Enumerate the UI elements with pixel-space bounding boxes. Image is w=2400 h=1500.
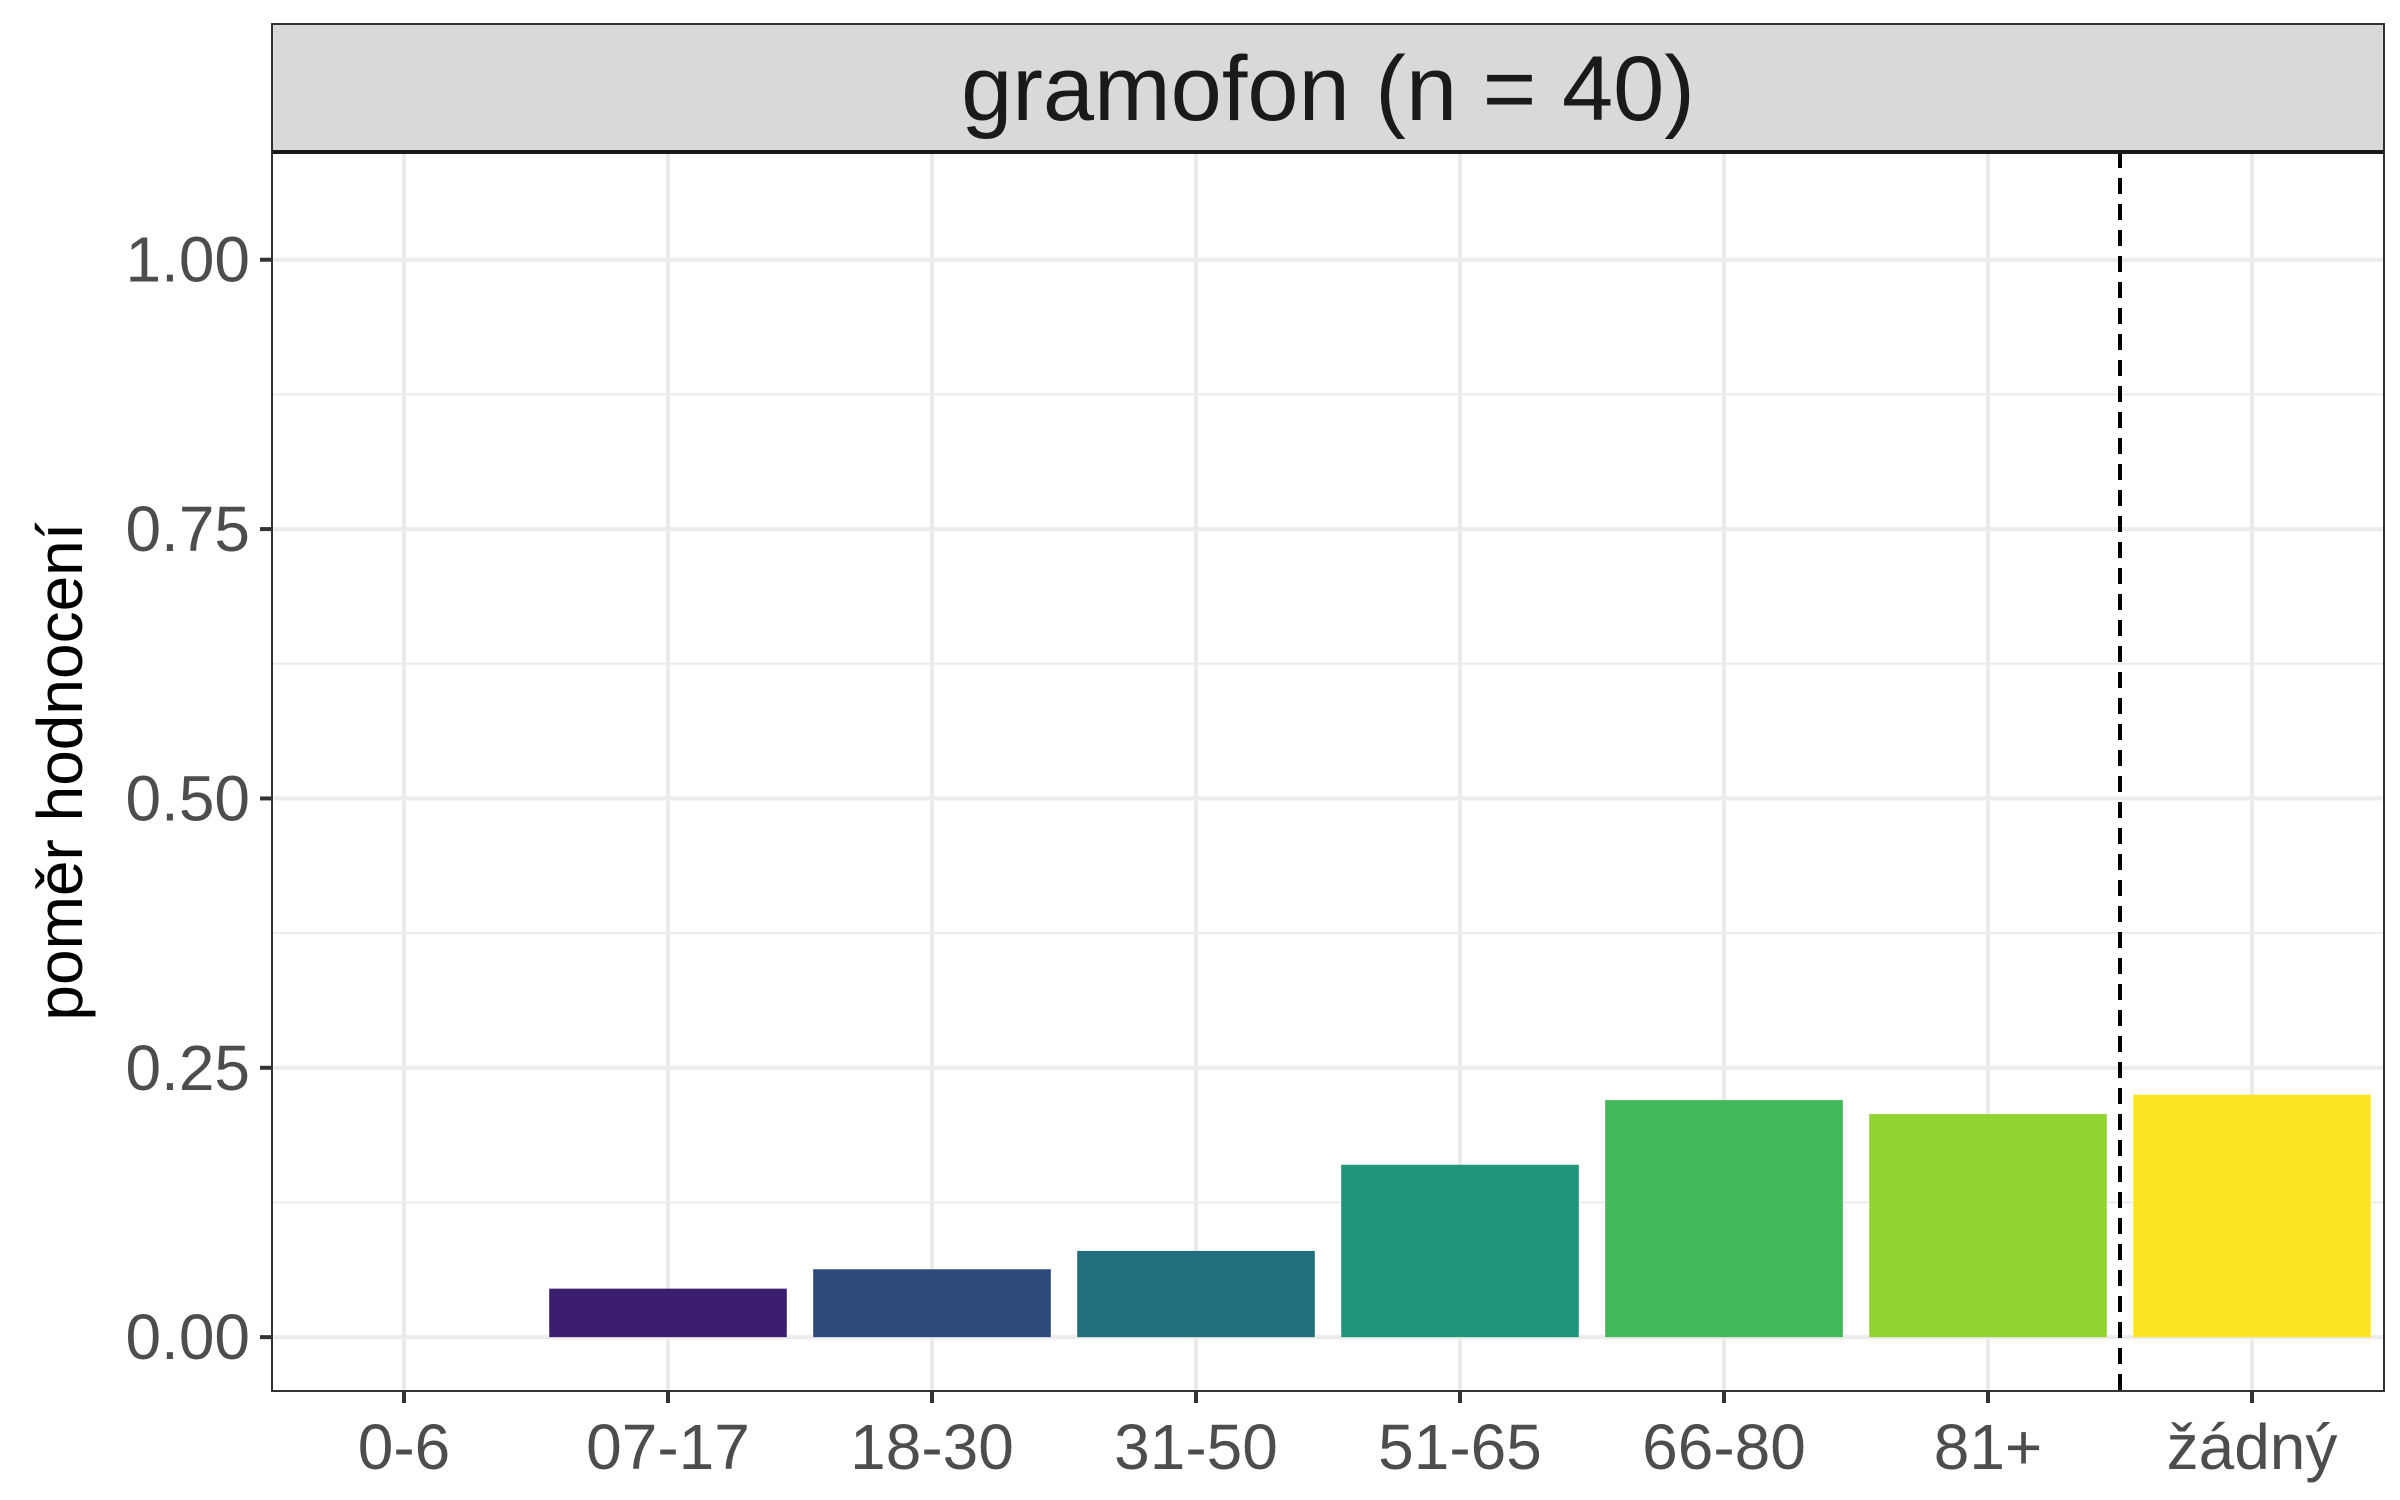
- bars: [549, 1094, 2371, 1338]
- y-tick-label: 0.75: [125, 493, 250, 565]
- x-tick-label: 18-30: [850, 1411, 1014, 1483]
- x-tick-label: žádný: [2167, 1411, 2338, 1483]
- bar-81+: [1869, 1114, 2107, 1338]
- y-tick-label: 0.00: [125, 1301, 250, 1373]
- bar-31-50: [1077, 1250, 1315, 1338]
- x-tick-label: 51-65: [1378, 1411, 1542, 1483]
- x-axis-ticks: 0-6 07-17 18-30 31-50 51-65 66-80 81+ žádný: [358, 1391, 2338, 1483]
- facet-strip: gramofon (n = 40): [271, 23, 2385, 154]
- bar-18-30: [813, 1269, 1051, 1338]
- bar-žádný: [2133, 1094, 2371, 1338]
- y-axis-title: poměr hodnocení: [24, 522, 96, 1020]
- bar-66-80: [1605, 1100, 1843, 1338]
- x-tick-label: 81+: [1934, 1411, 2043, 1483]
- x-tick-label: 66-80: [1642, 1411, 1806, 1483]
- y-tick-label: 0.50: [125, 762, 250, 834]
- x-tick-label: 0-6: [358, 1411, 451, 1483]
- gridlines: [272, 152, 2384, 1391]
- facet-strip-background: [271, 23, 2385, 153]
- y-tick-label: 0.25: [125, 1032, 250, 1104]
- y-axis-ticks: 0.00 0.25 0.50 0.75 1.00: [125, 224, 272, 1373]
- y-tick-label: 1.00: [125, 224, 250, 296]
- x-tick-label: 31-50: [1114, 1411, 1278, 1483]
- bar-51-65: [1341, 1164, 1579, 1338]
- bar-07-17: [549, 1288, 787, 1338]
- facet-strip-label: gramofon (n = 40): [961, 38, 1695, 140]
- x-tick-label: 07-17: [586, 1411, 750, 1483]
